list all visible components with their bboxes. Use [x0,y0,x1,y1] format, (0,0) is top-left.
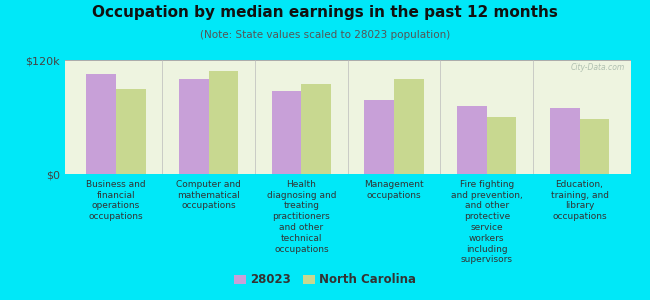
Text: Health
diagnosing and
treating
practitioners
and other
technical
occupations: Health diagnosing and treating practitio… [266,180,336,254]
Bar [179,79,209,174]
Bar [365,100,394,174]
Bar [272,91,302,174]
Bar [116,88,146,174]
Text: Occupation by median earnings in the past 12 months: Occupation by median earnings in the pas… [92,4,558,20]
Bar [209,71,239,174]
Text: City-Data.com: City-Data.com [571,63,625,72]
Bar [86,74,116,174]
Text: Fire fighting
and prevention,
and other
protective
service
workers
including
sup: Fire fighting and prevention, and other … [451,180,523,264]
Bar [394,79,424,174]
Bar [550,107,580,174]
Bar [487,117,517,174]
Text: Education,
training, and
library
occupations: Education, training, and library occupat… [551,180,608,221]
Bar [580,119,609,174]
Text: Business and
financial
operations
occupations: Business and financial operations occupa… [86,180,146,221]
Bar [457,106,487,174]
Bar [302,84,331,174]
Legend: 28023, North Carolina: 28023, North Carolina [229,269,421,291]
Text: Computer and
mathematical
occupations: Computer and mathematical occupations [176,180,241,211]
Text: Management
occupations: Management occupations [364,180,424,200]
Text: (Note: State values scaled to 28023 population): (Note: State values scaled to 28023 popu… [200,30,450,40]
